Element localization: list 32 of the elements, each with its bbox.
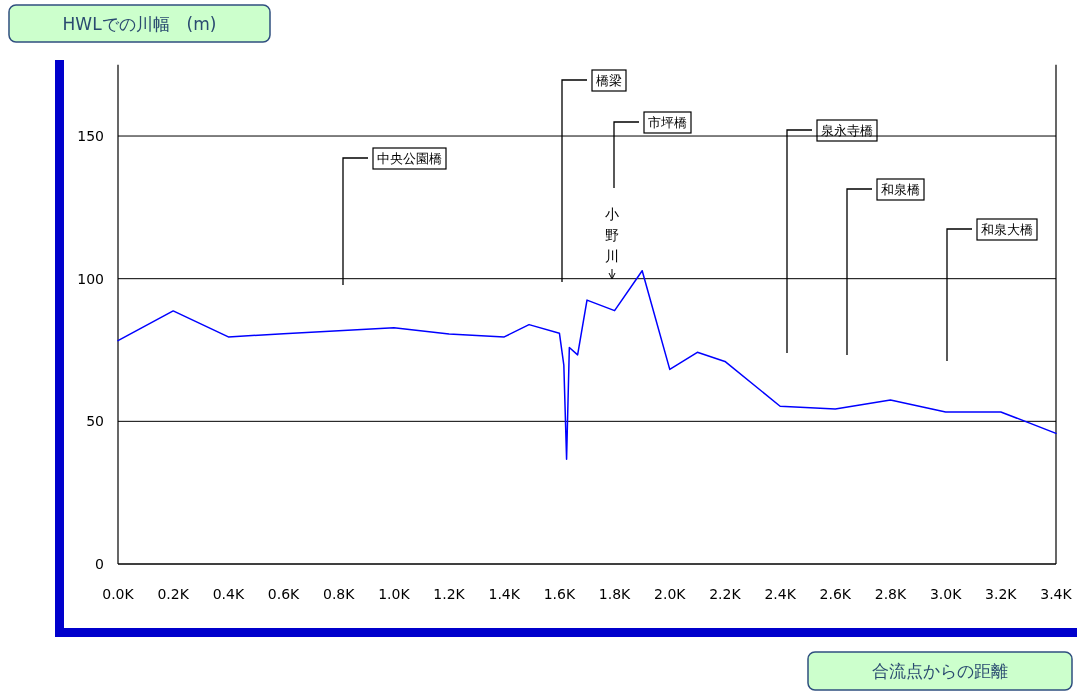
- annotation: 市坪橋: [648, 115, 687, 130]
- x-tick-label: 3.0K: [929, 586, 963, 602]
- x-tick-label: 2.4K: [764, 586, 797, 602]
- x-axis-title: 合流点からの距離: [872, 661, 1008, 681]
- x-tick-label: 2.6K: [819, 586, 852, 602]
- x-tick-label: 0.8K: [322, 586, 356, 602]
- x-tick-label: 1.0K: [378, 586, 411, 602]
- y-tick-label: 0: [95, 556, 104, 572]
- x-tick-label: 2.0K: [654, 586, 687, 602]
- x-tick-label: 3.2K: [985, 586, 1018, 602]
- y-axis-title: HWLでの川幅 (m): [62, 13, 217, 34]
- annotation: 和泉橋: [881, 182, 920, 197]
- x-tick-label: 2.2K: [709, 586, 742, 602]
- x-tick-label: 2.8K: [874, 586, 908, 602]
- y-tick-label: 50: [86, 413, 104, 430]
- line-series: [117, 269, 1057, 461]
- x-tick-label: 0.6K: [267, 586, 301, 602]
- annotation: 和泉大橋: [981, 222, 1033, 237]
- annotation: 中央公園橋: [377, 151, 442, 166]
- annotation: 橋梁: [596, 73, 622, 88]
- y-tick-label: 150: [77, 128, 104, 145]
- x-tick-label: 1.6K: [543, 586, 576, 602]
- x-tick-label: 0.2K: [157, 586, 190, 602]
- x-tick-label: 1.4K: [488, 586, 521, 602]
- annotation: 泉永寺橋: [821, 123, 873, 138]
- y-tick-label: 100: [77, 270, 104, 287]
- annotation: 小野川: [605, 206, 619, 264]
- x-tick-label: 3.4K: [1040, 586, 1073, 602]
- x-tick-label: 1.2K: [433, 586, 466, 602]
- x-tick-label: 0.0K: [102, 586, 135, 602]
- x-tick-label: 0.4K: [212, 586, 245, 602]
- x-tick-label: 1.8K: [598, 586, 632, 602]
